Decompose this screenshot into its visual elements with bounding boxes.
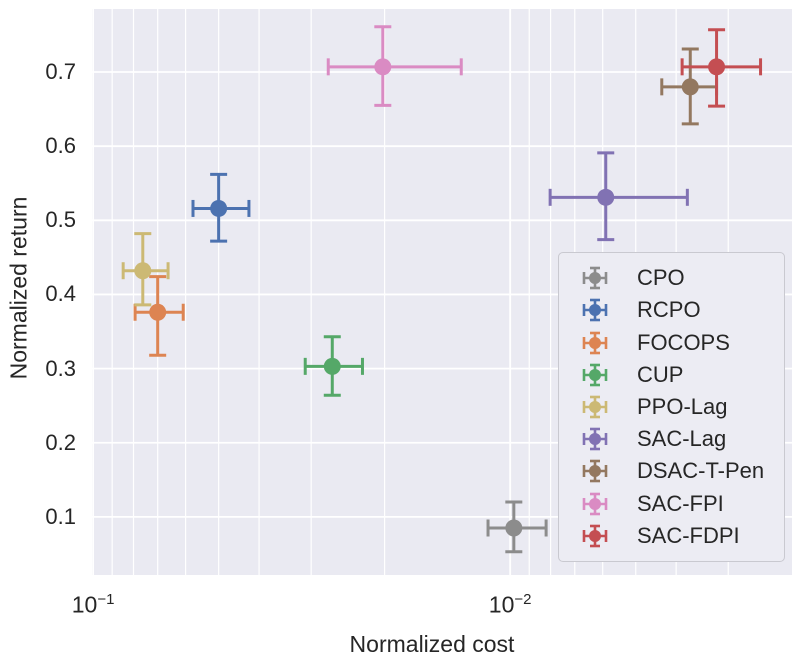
data-point-ppo-lag <box>134 262 152 280</box>
legend-item-sac-fdpi: SAC-FDPI <box>559 522 784 548</box>
x-tick-10e−1: 10−1 <box>71 591 115 618</box>
legend-label: CUP <box>637 361 684 387</box>
legend-errorbar-marker <box>582 363 608 387</box>
legend-item-rcpo: RCPO <box>559 298 784 322</box>
legend-item-sac-fpi: SAC-FPI <box>559 490 784 516</box>
y-axis-label: Normalized return <box>5 196 32 380</box>
errorbar-point-sac-fdpi <box>680 28 763 108</box>
legend-item-ppo-lag: PPO-Lag <box>559 393 784 419</box>
legend-item-dsac-t-pen: DSAC-T-Pen <box>559 459 784 483</box>
legend-label: CPO <box>637 265 685 291</box>
legend-item-sac-lag: SAC-Lag <box>559 427 784 451</box>
y-tick-0.6: 0.6 <box>45 133 76 159</box>
x-tick-10e−2: 10−2 <box>488 591 532 618</box>
errorbar-point-cup <box>303 335 364 397</box>
legend-errorbar-marker <box>582 524 608 547</box>
data-point-focops <box>149 303 167 321</box>
errorbar-point-dsac-t-pen <box>660 47 719 126</box>
legend-errorbar-marker <box>582 427 608 451</box>
data-point-cpo <box>505 519 523 537</box>
y-tick-0.5: 0.5 <box>45 207 76 233</box>
legend-label: FOCOPS <box>637 329 730 355</box>
legend-item-focops: FOCOPS <box>559 329 784 355</box>
data-point-rcpo <box>210 199 228 217</box>
errorbar-point-focops <box>133 275 185 357</box>
legend-label: SAC-FDPI <box>637 522 740 548</box>
y-tick-0.1: 0.1 <box>45 503 76 529</box>
legend-label: DSAC-T-Pen <box>637 458 765 484</box>
data-point-sac-lag <box>597 188 615 206</box>
errorbar-point-rcpo <box>191 172 251 243</box>
legend-errorbar-marker <box>582 395 608 419</box>
legend-errorbar-marker <box>582 299 608 322</box>
legend: CPO RCPO FOCOPS CUP PPO-Lag SAC-Lag DSAC-T-Pen… <box>558 252 785 562</box>
y-tick-0.2: 0.2 <box>45 429 76 455</box>
legend-errorbar-marker <box>582 492 608 515</box>
legend-item-cpo: CPO <box>559 266 784 290</box>
legend-label: PPO-Lag <box>637 393 728 419</box>
x-axis-label: Normalized cost <box>349 631 515 657</box>
y-tick-0.7: 0.7 <box>45 59 76 85</box>
errorbar-point-ppo-lag <box>121 232 170 307</box>
legend-item-cup: CUP <box>559 361 784 387</box>
data-point-sac-fpi <box>374 58 392 76</box>
data-point-cup <box>323 357 341 375</box>
data-point-sac-fdpi <box>708 58 726 76</box>
legend-label: SAC-FPI <box>637 490 724 516</box>
legend-label: SAC-Lag <box>637 426 727 452</box>
legend-errorbar-marker <box>582 331 608 354</box>
legend-label: RCPO <box>637 297 701 323</box>
errorbar-point-sac-lag <box>548 151 689 242</box>
y-tick-0.4: 0.4 <box>45 281 76 307</box>
errorbar-point-sac-fpi <box>326 25 463 107</box>
errorbar-point-cpo <box>486 500 548 554</box>
legend-errorbar-marker <box>582 266 608 290</box>
legend-errorbar-marker <box>582 460 608 483</box>
data-point-dsac-t-pen <box>681 78 699 96</box>
y-tick-0.3: 0.3 <box>45 355 76 381</box>
